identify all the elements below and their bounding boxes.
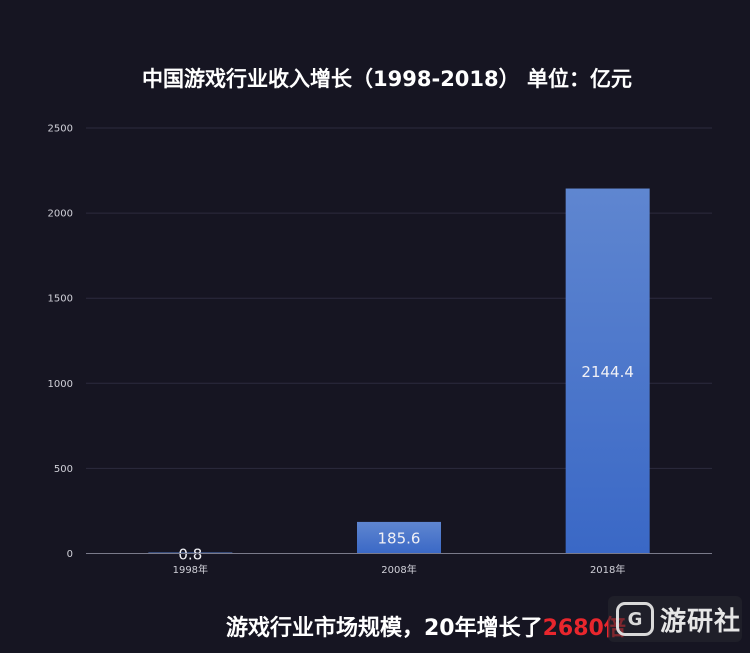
x-tick-label: 1998年: [173, 563, 208, 576]
brand-logo-icon: G: [616, 602, 654, 636]
y-tick-label: 2500: [48, 124, 73, 135]
watermark-text: 游研社: [660, 606, 742, 637]
y-tick-label: 2000: [48, 209, 73, 220]
caption-text: 游戏行业市场规模，20年增长了: [226, 616, 543, 641]
watermark: G 游研社: [608, 596, 742, 642]
caption: 游戏行业市场规模，20年增长了2680倍: [226, 610, 626, 642]
x-tick-label: 2018年: [590, 563, 625, 576]
y-tick-label: 1500: [48, 294, 73, 305]
x-axis-ticks: 1998年 2008年 2018年: [173, 563, 626, 576]
bar-2018年: [565, 188, 650, 554]
chart-title: 中国游戏行业收入增长（1998-2018） 单位：亿元: [142, 67, 632, 91]
y-tick-label: 500: [54, 464, 73, 475]
y-tick-label: 0: [67, 549, 73, 560]
bars: 0.8 185.6 2144.4: [148, 188, 650, 564]
y-axis-ticks: 0 500 1000 1500 2000 2500: [48, 124, 73, 561]
data-label: 2144.4: [581, 363, 634, 381]
bar-2008年: [357, 521, 441, 554]
y-tick-label: 1000: [48, 379, 73, 390]
data-label: 185.6: [378, 530, 421, 548]
data-label: 0.8: [178, 546, 202, 564]
x-tick-label: 2008年: [381, 563, 416, 576]
